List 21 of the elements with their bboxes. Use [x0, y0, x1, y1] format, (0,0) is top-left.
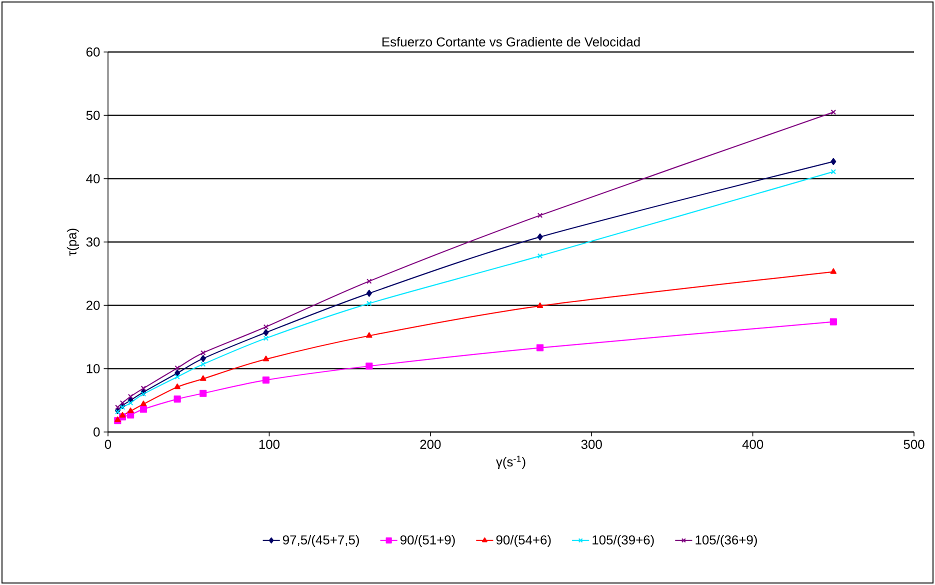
x-tick-label: 500	[904, 440, 924, 449]
x-tick-label: 400	[742, 440, 764, 449]
legend-label: 90/(51+9)	[400, 534, 455, 548]
y-tick-label: 40	[86, 174, 100, 184]
y-tick-label: 10	[86, 364, 100, 374]
x-tick-label: 300	[581, 440, 602, 449]
x-axis-title: γ(s$^{-1}$)	[496, 456, 526, 470]
x-tick-label: 100	[259, 440, 280, 449]
y-tick-label: 20	[86, 300, 100, 310]
y-tick-label: 60	[86, 47, 100, 57]
y-axis-title: τ(pa)	[66, 228, 79, 256]
legend-label: 105/(36+9)	[696, 534, 757, 548]
y-tick-label: 30	[86, 237, 100, 247]
x-tick-label: 0	[104, 440, 112, 449]
legend-label: 97,5/(45+7,5)	[282, 534, 359, 548]
legend-label: 90/(54+6)	[496, 534, 551, 548]
y-tick-label: 0	[94, 427, 100, 437]
chart-title: Esfuerzo Cortante vs Gradiente de Velocidad	[382, 36, 640, 47]
x-tick-label: 200	[420, 440, 441, 449]
legend-label: 105/(39+6)	[592, 534, 654, 548]
y-tick-label: 50	[86, 110, 100, 120]
